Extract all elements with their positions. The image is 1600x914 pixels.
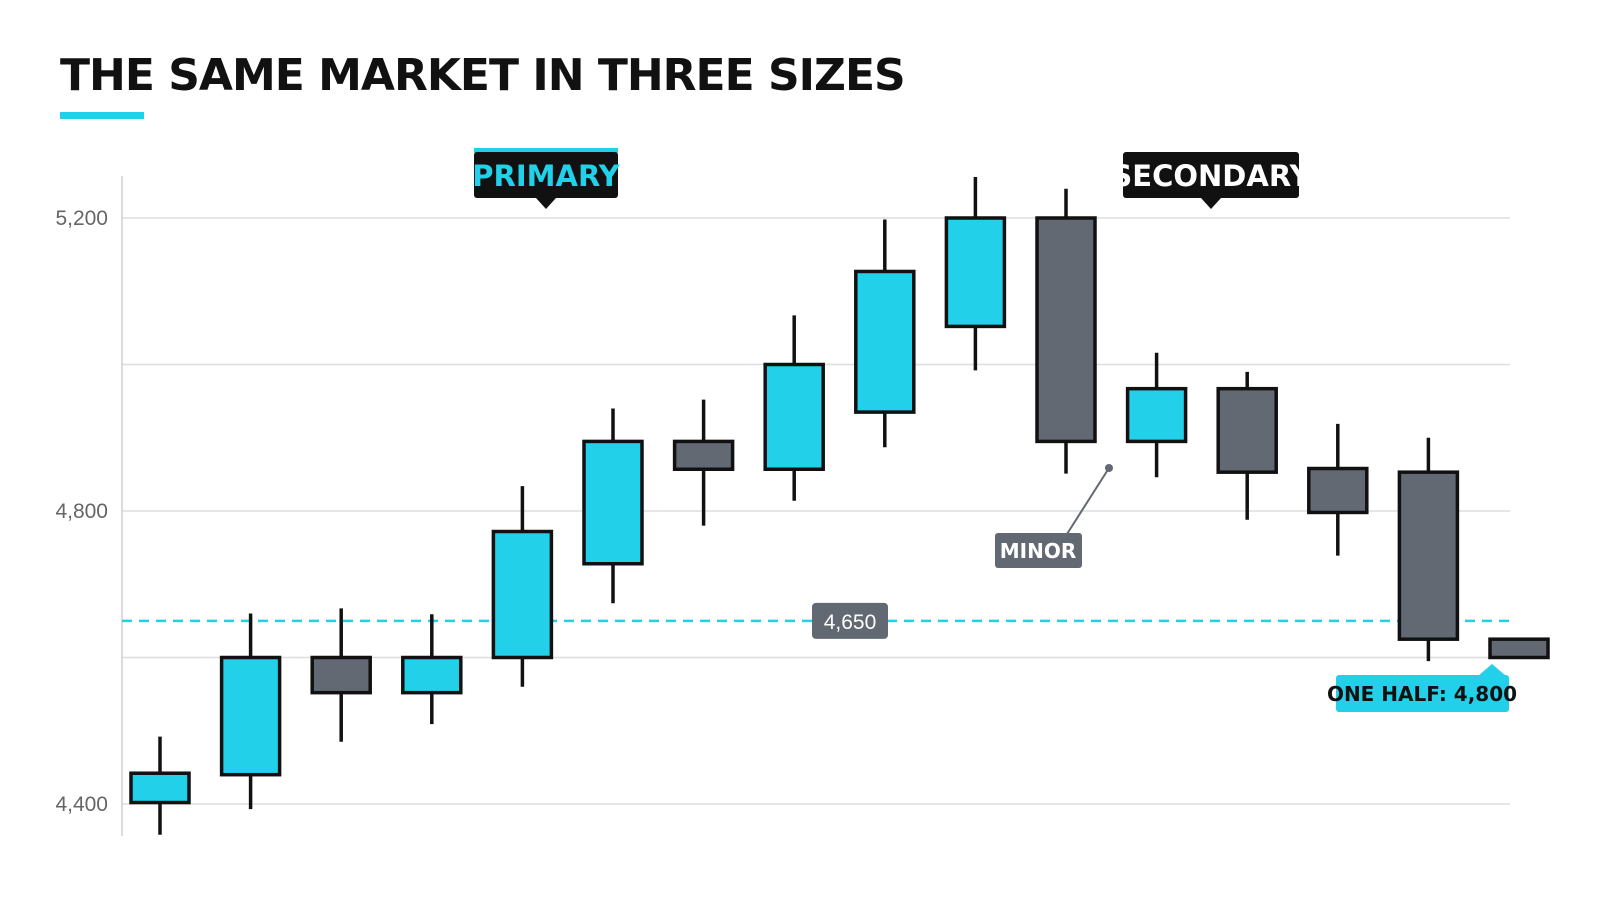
one-half-label: ONE HALF: 4,800 [1327, 664, 1517, 712]
candle-body [944, 216, 1007, 329]
candle-body [854, 269, 916, 414]
y-axis: 4,400 4,800 5,200 [55, 176, 123, 836]
secondary-label-pointer [1201, 198, 1221, 209]
minor-label: MINOR [995, 464, 1113, 568]
candles [129, 176, 1550, 835]
candle-body [491, 529, 554, 660]
secondary-label-box [1123, 152, 1299, 198]
candle [401, 614, 463, 725]
candle [944, 176, 1007, 371]
secondary-label-text: SECONDARY [1111, 159, 1311, 193]
candle-body [1307, 466, 1369, 515]
minor-label-box [995, 533, 1082, 568]
candle-body [1125, 386, 1188, 444]
candle [1488, 637, 1550, 660]
reference-line-label: 4,650 [824, 611, 877, 634]
candle [672, 399, 735, 526]
primary-label-accent [474, 148, 618, 153]
reference-line-group: 4,650 [122, 602, 1510, 639]
primary-label: PRIMARY [472, 148, 621, 209]
candle-body [1035, 216, 1097, 444]
candle [763, 315, 825, 501]
candle-body [401, 655, 463, 695]
primary-label-pointer [536, 198, 556, 209]
candle [854, 219, 916, 448]
one-half-box [1336, 675, 1509, 712]
candle-body [1488, 637, 1550, 660]
y-tick-label: 5,200 [55, 207, 108, 230]
minor-leader-dot [1105, 464, 1113, 472]
candle [1397, 437, 1460, 662]
candle [1307, 423, 1369, 556]
candle [129, 736, 191, 835]
candle [582, 408, 644, 604]
one-half-text: ONE HALF: 4,800 [1327, 682, 1517, 706]
one-half-pointer [1478, 664, 1506, 676]
annotations: PRIMARY SECONDARY MINOR ONE HALF: 4,800 [472, 148, 1517, 712]
candle-body [129, 771, 191, 805]
candle [1125, 352, 1188, 478]
reference-line-label-box [812, 602, 888, 639]
minor-leader-line [1066, 467, 1110, 535]
candle-body [219, 655, 282, 777]
candle-body [582, 439, 644, 566]
candle [310, 608, 372, 742]
candle [1216, 371, 1278, 520]
title-accent-underline [60, 112, 144, 119]
minor-label-text: MINOR [1000, 539, 1076, 563]
y-tick-label: 4,400 [55, 793, 108, 816]
candle [491, 486, 554, 687]
candle-body [672, 439, 735, 471]
candle-body [310, 655, 372, 695]
candle-body [1397, 470, 1460, 641]
chart-title: THE SAME MARKET IN THREE SIZES [60, 50, 906, 101]
candle [219, 613, 282, 810]
primary-label-box [474, 152, 618, 198]
candle-body [1216, 386, 1278, 474]
primary-label-text: PRIMARY [472, 159, 620, 193]
gridlines [122, 217, 1510, 805]
y-tick-label: 4,800 [55, 500, 108, 523]
secondary-label: SECONDARY [1111, 152, 1312, 209]
candle [1035, 188, 1097, 474]
candle-body [763, 362, 825, 471]
